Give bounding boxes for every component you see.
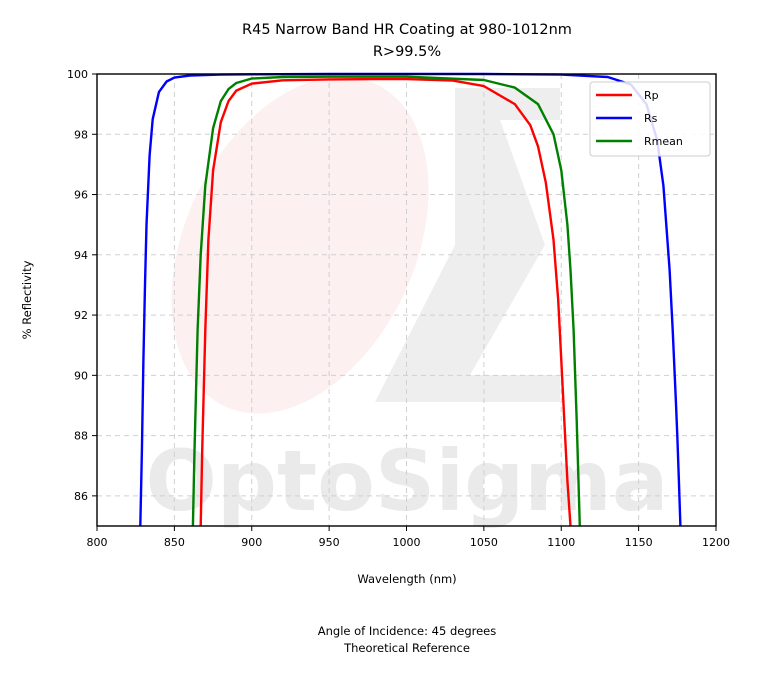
legend: Rp Rs Rmean: [589, 81, 711, 157]
x-tick-label: 1150: [625, 536, 653, 549]
y-tick-label: 86: [74, 490, 88, 503]
x-axis-label: Wavelength (nm): [357, 572, 456, 586]
legend-label-rs: Rs: [644, 112, 658, 125]
y-tick-label: 92: [74, 309, 88, 322]
watermark-logo: OptoSigma: [145, 76, 669, 530]
footer-reference: Theoretical Reference: [343, 641, 470, 655]
axis-ticks: 800 850 900 950 1000 1050 1100 1150 1200 86 88 90 92…: [67, 68, 730, 549]
y-tick-label: 96: [74, 189, 88, 202]
legend-label-rmean: Rmean: [644, 135, 683, 148]
chart-title: R45 Narrow Band HR Coating at 980-1012nm: [242, 22, 572, 38]
y-tick-label: 90: [74, 369, 88, 382]
y-tick-label: 88: [74, 430, 88, 443]
legend-label-rp: Rp: [644, 89, 659, 102]
x-tick-label: 950: [319, 536, 340, 549]
legend-box: [589, 81, 711, 157]
x-tick-label: 1050: [470, 536, 498, 549]
y-tick-label: 98: [74, 128, 88, 141]
series-line-rp: [199, 77, 572, 527]
footer-incidence: Angle of Incidence: 45 degrees: [318, 624, 497, 638]
y-tick-label: 94: [74, 249, 88, 262]
x-tick-label: 850: [164, 536, 185, 549]
x-tick-label: 800: [87, 536, 108, 549]
chart-subtitle: R>99.5%: [373, 44, 441, 60]
x-tick-label: 1000: [393, 536, 421, 549]
y-axis-label: % Reflectivity: [20, 260, 34, 339]
x-tick-label: 1100: [547, 536, 575, 549]
y-tick-label: 100: [67, 68, 88, 81]
x-tick-label: 900: [241, 536, 262, 549]
x-tick-label: 1200: [702, 536, 730, 549]
series-line-rmean: [191, 75, 581, 527]
